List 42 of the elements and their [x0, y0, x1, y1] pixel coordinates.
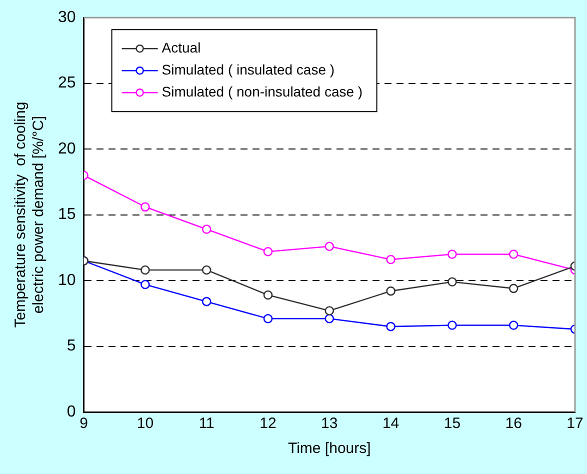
point: [202, 224, 212, 234]
x-tick-label: 13: [321, 415, 338, 432]
x-tick-label: 11: [198, 415, 214, 432]
y-tick-label: 20: [58, 140, 76, 158]
y-tick-label: 0: [66, 403, 76, 420]
x-tick-label: 16: [505, 415, 522, 432]
y-tick-label: 10: [58, 272, 76, 289]
y-tick-label: 30: [58, 9, 76, 26]
point: [324, 242, 334, 251]
y-tick-label: 15: [58, 206, 76, 224]
point: [386, 254, 396, 264]
x-tick-label: 10: [136, 415, 154, 432]
point: [140, 280, 150, 290]
x-tick-label: 14: [382, 415, 400, 432]
point: [140, 265, 150, 275]
point: [448, 277, 457, 286]
point: [448, 320, 457, 330]
legend-label: Actual: [162, 39, 201, 56]
point: [324, 314, 334, 324]
x-tick-label: 17: [566, 415, 584, 432]
legend-label: Simulated ( insulated case ): [162, 61, 335, 78]
point: [202, 265, 212, 275]
point: [508, 284, 518, 294]
point: [508, 320, 518, 330]
point: [324, 306, 334, 316]
x-tick-label: 12: [260, 415, 276, 432]
x-tick-label: 9: [80, 415, 88, 432]
point: [508, 250, 518, 259]
y-tick-label: 25: [58, 74, 76, 92]
point: [202, 296, 212, 306]
point: [386, 322, 396, 332]
x-axis-title: Time [hours]: [288, 440, 371, 458]
point: [448, 250, 457, 259]
point: [263, 246, 273, 256]
point: [140, 202, 150, 212]
y-axis-title: Temperature sensitivity of cooling electric power demand [%/°C]: [12, 102, 48, 328]
point: [263, 314, 273, 324]
x-tick-label: 15: [444, 415, 461, 432]
legend-label: Simulated ( non-insulated case ): [162, 83, 363, 100]
y-tick-label: 5: [66, 338, 76, 355]
point: [386, 286, 396, 296]
point: [263, 290, 273, 300]
